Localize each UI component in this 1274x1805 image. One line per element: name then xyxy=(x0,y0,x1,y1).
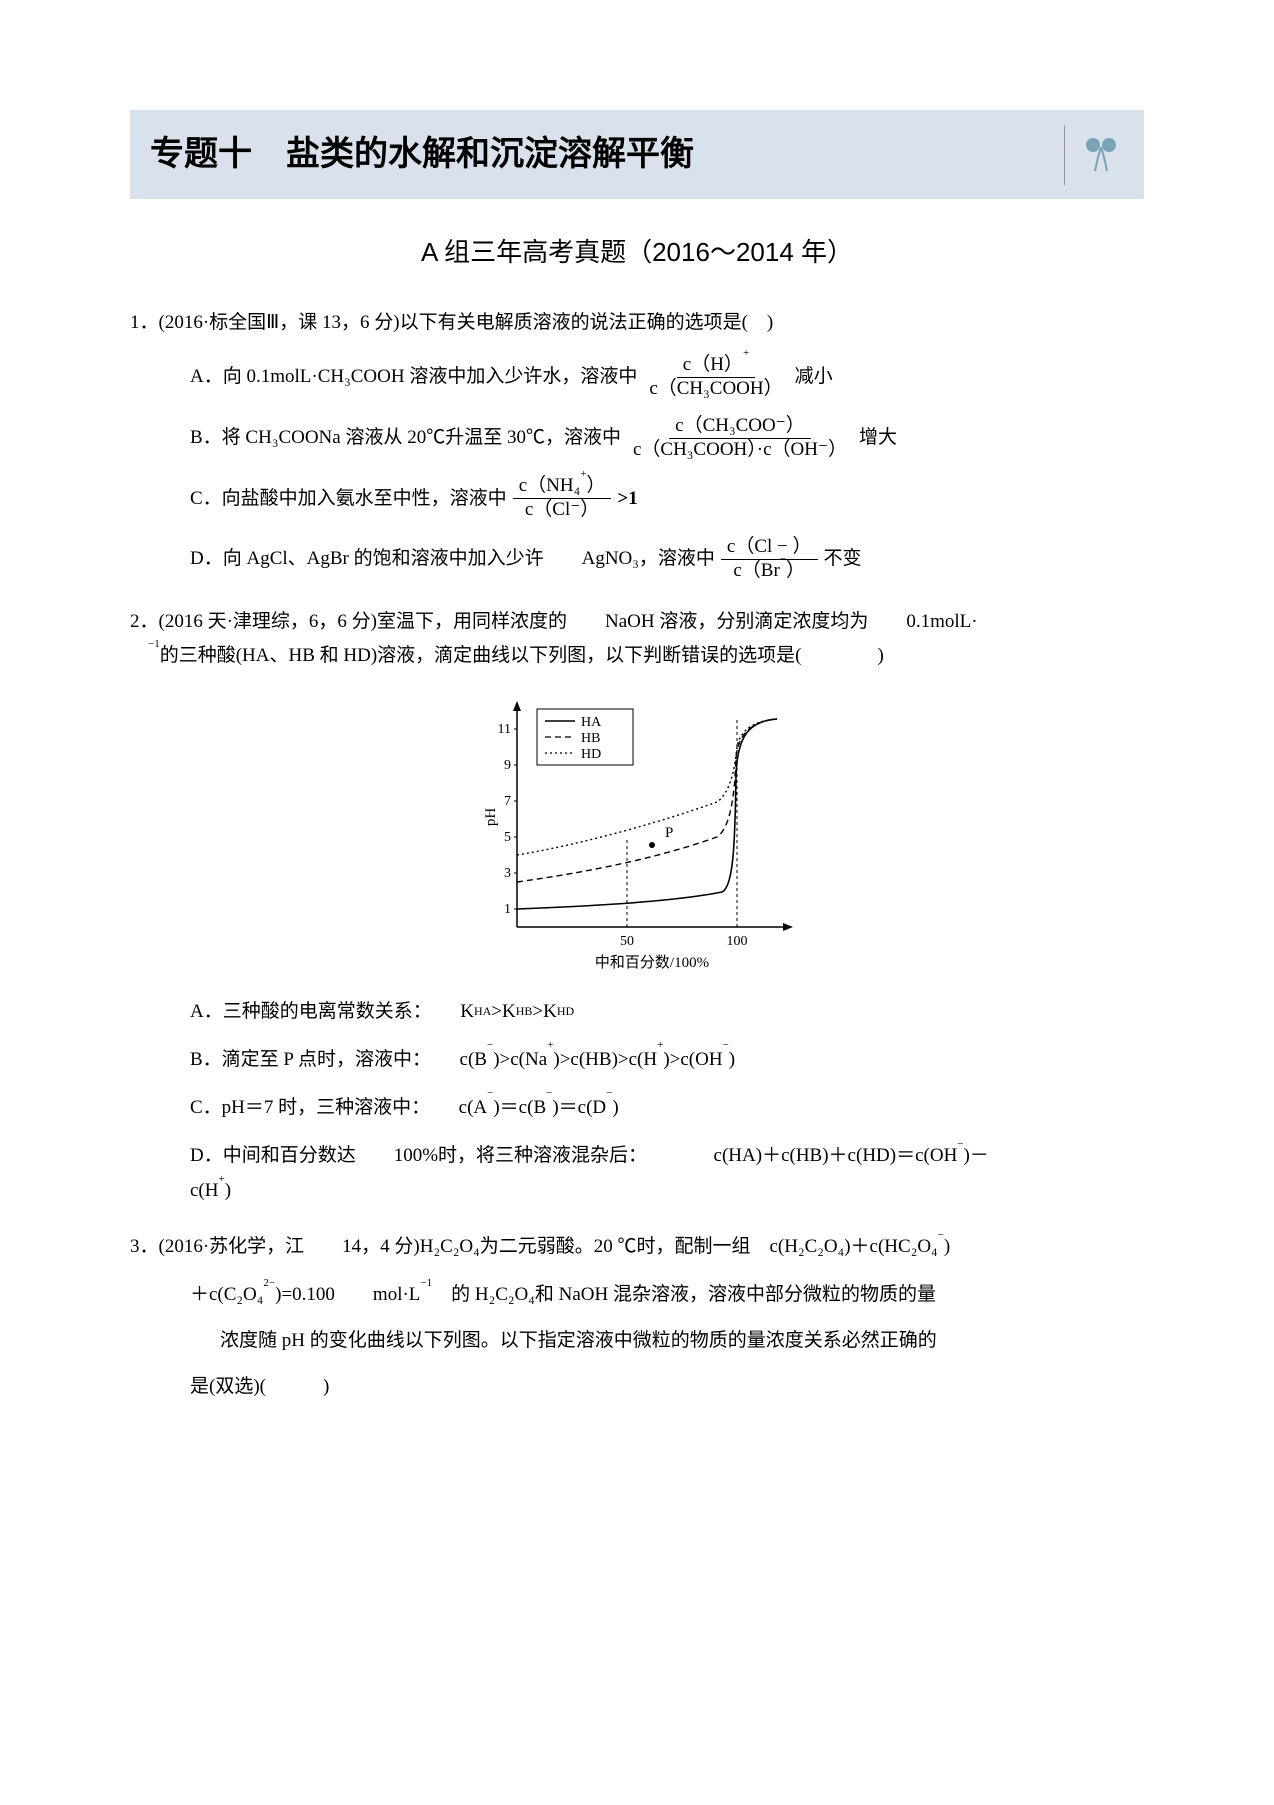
q2-chart: 1 3 5 7 9 11 50 100 xyxy=(130,687,1144,977)
q1-d-text: D．向 AgCl、AgBr 的饱和溶液中加入少许 AgNO₃，溶液中 xyxy=(190,542,715,576)
q1-a-text: A．向 0.1molL·CH₃COOH 溶液中加入少许水，溶液中 xyxy=(190,360,637,394)
question-2: 2．(2016 天·津理综，6，6 分)室温下，用同样浓度的 NaOH 溶液，分… xyxy=(130,605,1144,1208)
q1-a-fraction: c（H）+ c（CH₃COOH） xyxy=(643,354,788,401)
banner-title: 专题十 盐类的水解和沉淀溶解平衡 xyxy=(150,124,694,185)
banner-icon xyxy=(1064,125,1124,185)
q1-d-fraction: c（Cl − ） c（Br−） xyxy=(721,536,818,583)
q1-option-d: D．向 AgCl、AgBr 的饱和溶液中加入少许 AgNO₃，溶液中 c（Cl … xyxy=(190,536,1144,583)
q1-d-tail: 不变 xyxy=(824,542,862,576)
svg-text:HD: HD xyxy=(581,747,601,762)
svg-text:1: 1 xyxy=(504,902,511,917)
svg-text:3: 3 xyxy=(504,866,511,881)
q2-option-b: B．滴定至 P 点时，溶液中： c(B−)>c(Na+)>c(HB)>c(H+)… xyxy=(190,1043,1144,1077)
q1-b-tail: 增大 xyxy=(859,421,897,455)
q1-b-fraction: c（CH₃COO⁻） c（CH₃COOH）·c（OH⁻） xyxy=(627,415,853,462)
svg-text:7: 7 xyxy=(504,794,511,809)
svg-text:HA: HA xyxy=(581,715,602,730)
svg-text:pH: pH xyxy=(483,808,499,827)
svg-text:中和百分数/100%: 中和百分数/100% xyxy=(595,954,709,971)
q2-option-d: D．中间和百分数达 100%时，将三种溶液混杂后： c(HA)＋c(HB)＋c(… xyxy=(190,1139,1144,1207)
svg-text:11: 11 xyxy=(498,722,511,737)
svg-text:50: 50 xyxy=(620,934,634,949)
svg-text:P: P xyxy=(665,825,673,841)
q3-stem: 3．(2016·苏化学，江 14，4 分)H₂C₂O₄为二元弱酸。20 ℃时，配… xyxy=(130,1230,1144,1264)
q3-line4: 是(双选)( ) xyxy=(190,1370,1144,1404)
q1-b-text: B．将 CH₃COONa 溶液从 20℃升温至 30℃，溶液中 xyxy=(190,421,621,455)
q1-a-tail: 减小 xyxy=(795,360,833,394)
q1-option-a: A．向 0.1molL·CH₃COOH 溶液中加入少许水，溶液中 c（H）+ c… xyxy=(190,354,1144,401)
q3-line2: ＋c(C₂O₄2−)=0.100 mol·L−1 的 H₂C₂O₄和 NaOH … xyxy=(190,1278,1144,1312)
q1-option-b: B．将 CH₃COONa 溶液从 20℃升温至 30℃，溶液中 c（CH₃COO… xyxy=(190,415,1144,462)
q1-c-text: C．向盐酸中加入氨水至中性，溶液中 xyxy=(190,482,507,516)
section-heading: A 组三年高考真题（2016～2014 年） xyxy=(130,229,1144,276)
svg-text:5: 5 xyxy=(504,830,511,845)
q2-option-c: C．pH＝7 时，三种溶液中： c(A−)＝c(B−)＝c(D−) xyxy=(190,1091,1144,1125)
q1-c-tail: >1 xyxy=(617,482,637,516)
q3-line3: 浓度随 pH 的变化曲线以下列图。以下指定溶液中微粒的物质的量浓度关系必然正确的 xyxy=(220,1324,1144,1358)
q1-c-fraction: c（NH₄+） c（Cl⁻） xyxy=(513,475,612,522)
question-3: 3．(2016·苏化学，江 14，4 分)H₂C₂O₄为二元弱酸。20 ℃时，配… xyxy=(130,1230,1144,1405)
q2-option-a: A．三种酸的电离常数关系： KHA>KHB>KHD xyxy=(190,995,1144,1029)
title-banner: 专题十 盐类的水解和沉淀溶解平衡 xyxy=(130,110,1144,199)
q1-stem: 1．(2016·标全国Ⅲ，课 13，6 分)以下有关电解质溶液的说法正确的选项是… xyxy=(130,306,1144,340)
question-1: 1．(2016·标全国Ⅲ，课 13，6 分)以下有关电解质溶液的说法正确的选项是… xyxy=(130,306,1144,583)
q1-option-c: C．向盐酸中加入氨水至中性，溶液中 c（NH₄+） c（Cl⁻） >1 xyxy=(190,475,1144,522)
q2-stem: 2．(2016 天·津理综，6，6 分)室温下，用同样浓度的 NaOH 溶液，分… xyxy=(130,605,1144,673)
svg-text:HB: HB xyxy=(581,731,600,746)
svg-text:100: 100 xyxy=(727,934,748,949)
svg-text:9: 9 xyxy=(504,758,511,773)
